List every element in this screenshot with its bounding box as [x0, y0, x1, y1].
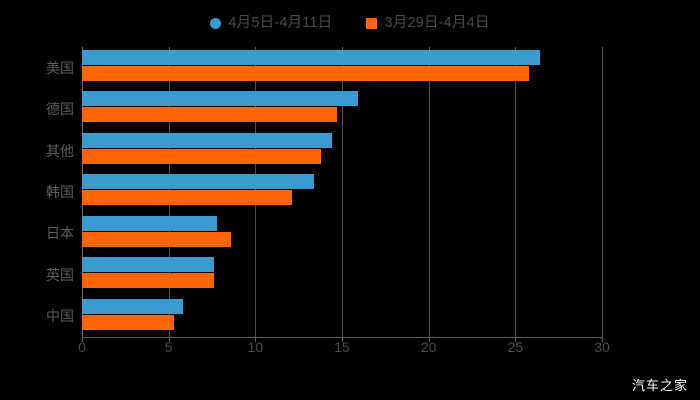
- x-axis-tickmark: [168, 337, 170, 342]
- bar: [82, 174, 315, 190]
- bar: [82, 257, 214, 273]
- gridline: [428, 47, 430, 337]
- x-axis-tick-labels: 0 5 10 15 20 25 30: [0, 340, 700, 362]
- chart-legend: 4月5日-4月11日 3月29日-4月4日: [0, 10, 700, 36]
- x-axis-tick-label: 15: [334, 339, 350, 355]
- bar: [82, 190, 292, 206]
- gridline: [515, 47, 517, 337]
- y-axis-label: 其他: [46, 142, 74, 159]
- y-axis-label: 英国: [46, 266, 74, 283]
- x-axis-tickmark: [428, 337, 430, 342]
- x-axis-tick-label: 25: [507, 339, 524, 355]
- y-axis-label: 中国: [46, 308, 74, 325]
- gridline: [342, 47, 343, 337]
- plot-area: [82, 47, 603, 337]
- bar: [82, 91, 358, 107]
- y-axis-label: 韩国: [46, 184, 74, 200]
- legend-item[interactable]: 3月29日-4月4日: [366, 16, 489, 31]
- bar: [82, 215, 218, 231]
- bar-group: [82, 130, 602, 171]
- legend-swatch-circle-icon: [210, 17, 222, 29]
- bar: [82, 107, 337, 123]
- y-axis-label: 日本: [46, 225, 74, 242]
- x-axis-tick-label: 10: [247, 339, 264, 355]
- bar-group: [82, 47, 602, 88]
- legend-swatch-square-icon: [366, 17, 378, 29]
- bar: [82, 132, 332, 148]
- legend-item[interactable]: 4月5日-4月11日: [210, 16, 332, 31]
- bar-group: [82, 171, 602, 212]
- bar: [82, 231, 232, 247]
- bar-group: [82, 88, 602, 129]
- x-axis-tickmark: [515, 337, 517, 342]
- gridline: [602, 47, 603, 337]
- x-axis-tickmark: [255, 337, 257, 342]
- x-axis-tick-label: 5: [164, 339, 173, 355]
- bar: [82, 148, 322, 164]
- y-axis-label: 德国: [46, 101, 74, 118]
- y-axis-label: 美国: [46, 59, 74, 76]
- x-axis-tickmark: [82, 337, 83, 342]
- bar: [82, 66, 530, 81]
- x-axis-tick-label: 30: [594, 339, 610, 355]
- bar-group: [82, 254, 602, 295]
- x-axis-tick-label: 20: [420, 339, 437, 355]
- bar-group: [82, 296, 602, 337]
- y-axis-category-labels: 美国德国其他韩国日本英国中国: [0, 47, 74, 337]
- x-axis-tick-label: 0: [78, 339, 86, 355]
- bar: [82, 50, 540, 65]
- bar: [82, 273, 214, 289]
- bar-group: [82, 213, 602, 254]
- x-axis-tickmark: [342, 337, 343, 342]
- watermark-label: 汽车之家: [631, 378, 688, 393]
- legend-label: 3月29日-4月4日: [384, 14, 490, 31]
- legend-label: 4月5日-4月11日: [228, 14, 333, 31]
- x-axis-tickmark: [602, 337, 603, 342]
- bar: [82, 314, 174, 330]
- bar: [82, 298, 183, 314]
